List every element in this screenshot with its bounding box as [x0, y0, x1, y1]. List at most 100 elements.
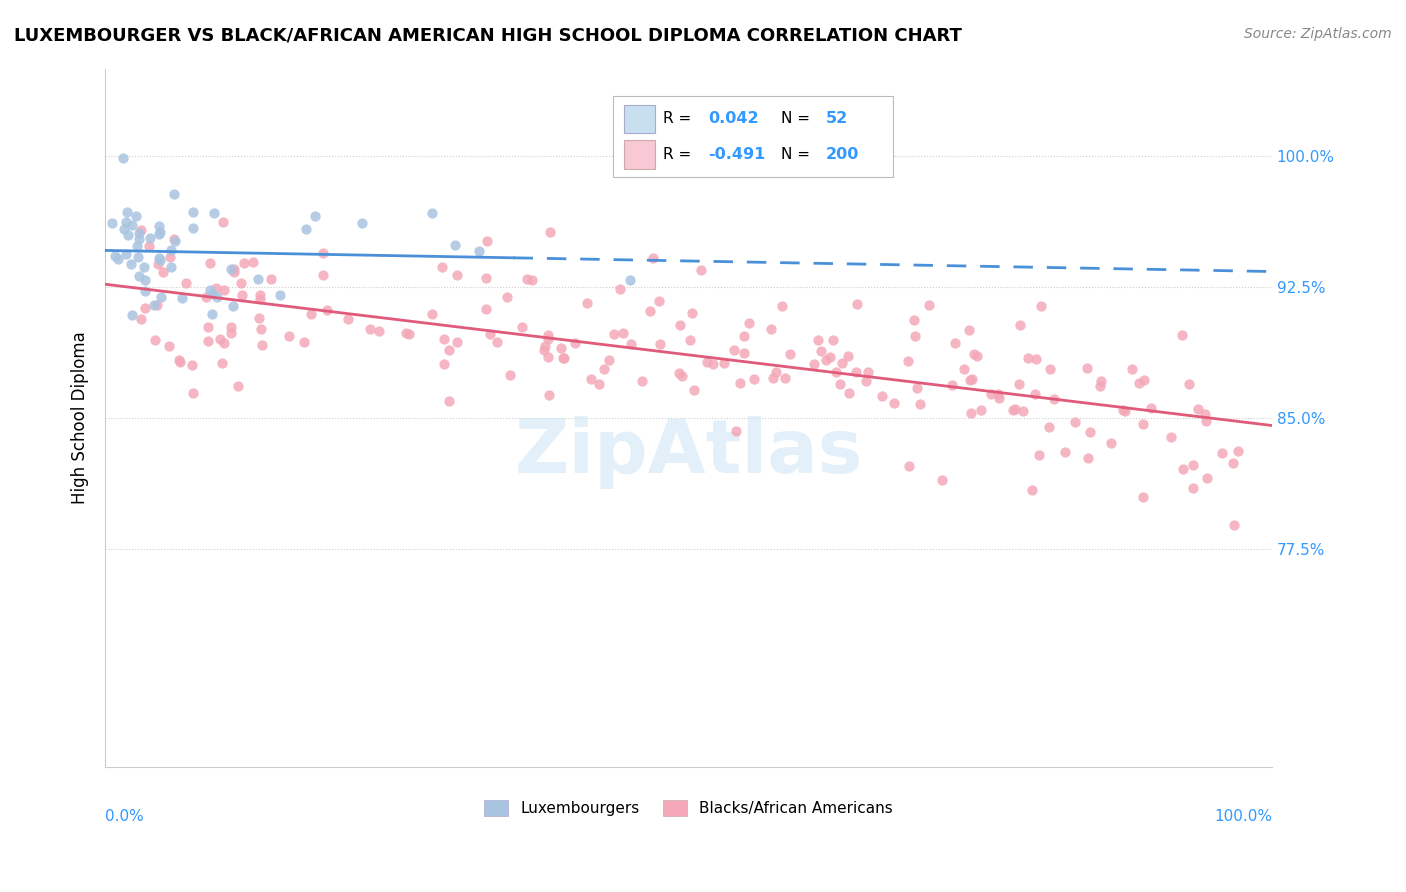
Point — [226, 379, 249, 393]
Point — [807, 333, 830, 347]
Point — [762, 370, 785, 384]
Point — [222, 265, 245, 279]
Point — [146, 298, 169, 312]
Point — [1194, 407, 1216, 421]
Point — [931, 473, 953, 487]
Point — [520, 273, 543, 287]
Point — [150, 290, 173, 304]
Y-axis label: High School Diploma: High School Diploma — [72, 332, 89, 504]
Point — [904, 329, 927, 343]
Point — [398, 327, 420, 342]
Point — [128, 226, 150, 240]
Point — [143, 298, 166, 312]
Point — [219, 262, 242, 277]
Point — [550, 341, 572, 355]
Point — [475, 234, 498, 248]
Text: 0.0%: 0.0% — [105, 809, 143, 824]
Point — [304, 210, 326, 224]
Point — [114, 222, 136, 236]
Point — [159, 250, 181, 264]
Point — [233, 255, 256, 269]
Point — [121, 218, 143, 232]
Point — [181, 221, 204, 235]
Point — [1160, 430, 1182, 444]
Point — [1043, 392, 1066, 406]
Point — [918, 298, 941, 312]
Point — [553, 351, 575, 365]
Point — [115, 204, 138, 219]
Point — [856, 365, 879, 379]
Point — [169, 355, 191, 369]
Point — [201, 307, 224, 321]
Point — [534, 339, 557, 353]
Point — [671, 368, 693, 383]
Point — [149, 225, 172, 239]
Point — [446, 268, 468, 283]
Point — [643, 251, 665, 265]
Point — [211, 355, 233, 369]
Point — [728, 376, 751, 390]
Point — [1140, 401, 1163, 415]
Point — [198, 256, 221, 270]
Point — [219, 320, 242, 334]
Point — [101, 216, 124, 230]
Point — [1004, 401, 1026, 416]
Point — [592, 361, 614, 376]
Point — [127, 250, 149, 264]
Point — [277, 329, 299, 343]
Point — [148, 257, 170, 271]
Point — [420, 307, 443, 321]
Point — [588, 377, 610, 392]
Point — [181, 386, 204, 401]
Point — [668, 366, 690, 380]
Point — [1077, 450, 1099, 465]
Point — [733, 328, 755, 343]
Point — [765, 365, 787, 379]
Point — [114, 247, 136, 261]
Point — [148, 219, 170, 233]
Point — [837, 349, 859, 363]
Point — [269, 288, 291, 302]
Point — [127, 239, 149, 253]
Point — [176, 277, 198, 291]
Point — [149, 253, 172, 268]
Point — [1025, 351, 1047, 366]
Point — [129, 312, 152, 326]
Point — [838, 385, 860, 400]
Point — [125, 209, 148, 223]
Point — [723, 343, 745, 358]
Point — [115, 215, 138, 229]
Point — [831, 356, 853, 370]
Point — [1226, 444, 1249, 458]
Point — [903, 312, 925, 326]
Point — [962, 371, 984, 385]
Point — [575, 295, 598, 310]
Legend: Luxembourgers, Blacks/African Americans: Luxembourgers, Blacks/African Americans — [478, 794, 900, 822]
Point — [242, 254, 264, 268]
Point — [598, 352, 620, 367]
Point — [988, 391, 1011, 405]
Point — [516, 272, 538, 286]
Point — [908, 397, 931, 411]
Point — [1088, 378, 1111, 392]
Point — [224, 262, 246, 277]
Point — [980, 387, 1002, 401]
Point — [1090, 375, 1112, 389]
Point — [564, 335, 586, 350]
Point — [212, 283, 235, 297]
Point — [202, 286, 225, 301]
Point — [222, 300, 245, 314]
Point — [1171, 462, 1194, 476]
Point — [117, 228, 139, 243]
Point — [157, 339, 180, 353]
Text: Source: ZipAtlas.com: Source: ZipAtlas.com — [1244, 27, 1392, 41]
Point — [260, 272, 283, 286]
Point — [292, 334, 315, 349]
Point — [134, 284, 156, 298]
Point — [152, 265, 174, 279]
Point — [1063, 415, 1085, 429]
Point — [537, 350, 560, 364]
Point — [139, 231, 162, 245]
Point — [713, 356, 735, 370]
Point — [818, 350, 841, 364]
